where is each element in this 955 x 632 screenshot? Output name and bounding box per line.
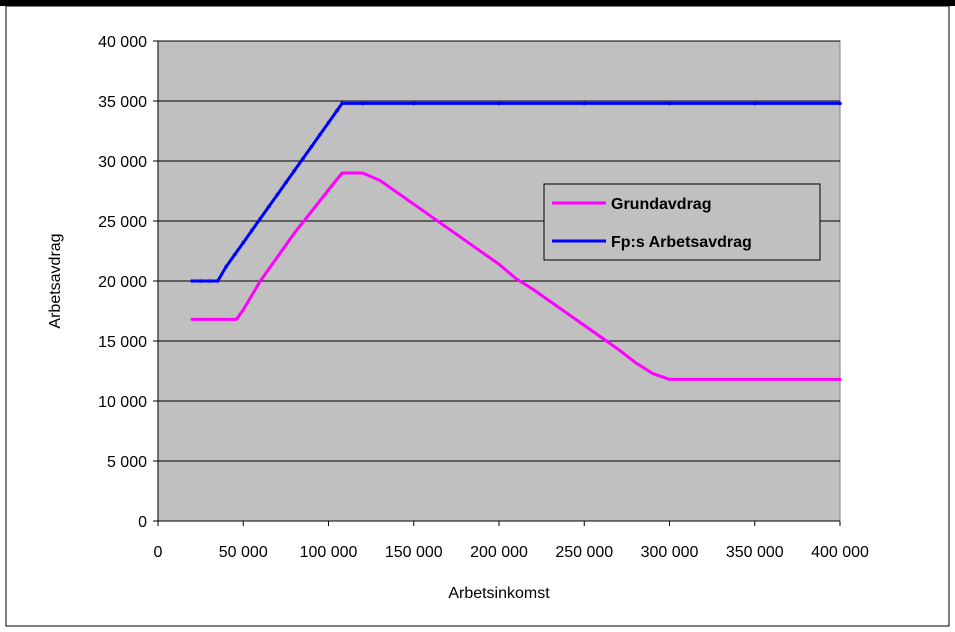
series-point-fp-s-arbetsavdrag [190,279,194,283]
series-point-fp-s-arbetsavdrag [224,264,228,269]
series-point-fp-s-arbetsavdrag [752,101,757,106]
y-tick-label: 0 [138,514,147,531]
y-tick-label: 15 000 [98,334,147,351]
y-axis-title: Arbetsavdrag [47,233,64,328]
series-point-fp-s-arbetsavdrag [232,252,237,257]
legend-box [543,183,821,261]
series-point-fp-s-arbetsavdrag [838,101,842,106]
legend-label-fps-arbetsavdrag: Fp:s Arbetsavdrag [611,234,752,251]
axes: 0 5 000 10 000 15 000 20 000 25 000 30 000 35 0… [98,34,869,561]
legend: Grundavdrag Fp:s Arbetsavdrag [543,183,821,261]
y-tick-label: 35 000 [98,94,147,111]
x-tick-label: 350 000 [726,544,784,561]
x-tick-label: 100 000 [300,544,358,561]
y-tick-label: 25 000 [98,214,147,231]
series-point-fp-s-arbetsavdrag [241,240,246,245]
series-point-fp-s-arbetsavdrag [318,132,322,137]
x-tick-label: 250 000 [555,544,613,561]
x-tick-label: 0 [154,544,163,561]
x-tick-label: 400 000 [811,544,869,561]
series-point-fp-s-arbetsavdrag [497,101,501,106]
series-point-fp-s-arbetsavdrag [360,101,365,106]
series-point-fp-s-arbetsavdrag [249,228,254,233]
series-point-fp-s-arbetsavdrag [275,192,280,197]
series-point-fp-s-arbetsavdrag [207,279,211,283]
y-tick-label: 30 000 [98,154,147,171]
series-point-fp-s-arbetsavdrag [309,144,314,149]
series-point-fp-s-arbetsavdrag [215,279,220,283]
x-tick-label: 300 000 [641,544,699,561]
series-point-fp-s-arbetsavdrag [667,101,672,106]
x-tick-label: 150 000 [385,544,443,561]
series-point-fp-s-arbetsavdrag [335,108,339,113]
series-point-fp-s-arbetsavdrag [411,101,416,106]
series-point-fp-s-arbetsavdrag [198,279,203,283]
y-tick-label: 10 000 [98,394,147,411]
series-point-fp-s-arbetsavdrag [340,101,344,106]
y-tick-label: 20 000 [98,274,147,291]
series-point-fp-s-arbetsavdrag [258,216,263,221]
legend-label-grundavdrag: Grundavdrag [611,196,711,213]
series-point-fp-s-arbetsavdrag [292,168,297,173]
series-lines [190,101,842,381]
series-point-fp-s-arbetsavdrag [326,120,331,125]
series-point-fp-s-arbetsavdrag [267,204,271,209]
x-tick-label: 50 000 [219,544,268,561]
series-point-fp-s-arbetsavdrag [582,101,587,106]
top-border-strip [0,0,955,6]
y-tick-label: 5 000 [107,454,147,471]
series-line-grundavdrag [190,171,842,381]
series-point-fp-s-arbetsavdrag [284,180,288,185]
y-tick-label: 40 000 [98,34,147,51]
series-point-fp-s-arbetsavdrag [301,156,305,161]
x-axis-title: Arbetsinkomst [448,585,550,602]
x-tick-label: 200 000 [470,544,528,561]
series-line-fp-s-arbetsavdrag [190,101,842,283]
